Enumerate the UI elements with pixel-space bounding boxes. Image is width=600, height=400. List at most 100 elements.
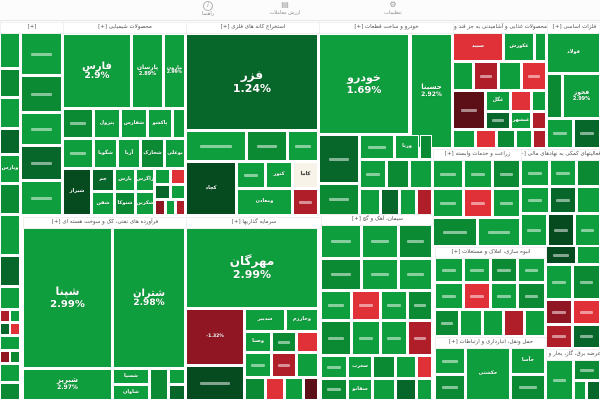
stock-tile[interactable] [408, 291, 432, 320]
stock-tile-کنور[interactable]: کنور [266, 162, 292, 188]
stock-tile-بوعلی[interactable]: بوعلی [165, 139, 185, 168]
stock-tile[interactable] [10, 351, 20, 363]
stock-tile-کچاد[interactable]: کچاد [186, 162, 236, 215]
stock-tile[interactable] [297, 353, 318, 377]
stock-tile[interactable] [550, 160, 576, 186]
stock-tile[interactable] [266, 378, 284, 400]
stock-tile[interactable] [21, 33, 62, 75]
stock-tile[interactable] [10, 323, 20, 335]
stock-tile[interactable] [63, 109, 93, 138]
stock-tile[interactable] [460, 310, 482, 336]
stock-tile[interactable] [521, 187, 549, 213]
stock-tile[interactable] [483, 310, 503, 336]
stock-tile[interactable] [0, 33, 20, 68]
stock-tile[interactable] [293, 189, 318, 215]
stock-tile[interactable] [0, 98, 20, 128]
stock-tile[interactable] [0, 129, 20, 154]
stock-tile-شپنا[interactable]: شپنا 2.99% [23, 228, 112, 368]
stock-tile[interactable] [474, 62, 498, 90]
stock-tile[interactable] [186, 131, 246, 161]
stock-tile[interactable] [272, 332, 296, 352]
stock-tile[interactable] [532, 112, 546, 129]
stock-tile-فزر[interactable]: فزر 1.24% [186, 34, 318, 130]
stock-tile[interactable] [360, 189, 380, 215]
sector-header[interactable]: استخراج کانه های فلزی [+] [186, 22, 320, 34]
stock-tile-پارسان[interactable]: پارسان 2.89% [132, 34, 163, 108]
stock-tile[interactable] [464, 258, 490, 282]
stock-tile[interactable] [352, 321, 380, 355]
stock-tile-ورنا[interactable]: ورنا [395, 135, 419, 159]
sector-header[interactable]: محصولات غذایی و آشامیدنی به جز قند و شکر… [453, 22, 548, 34]
stock-tile-شفن[interactable]: شفن [92, 192, 114, 215]
stock-tile[interactable] [21, 181, 62, 215]
stock-tile[interactable] [573, 265, 600, 299]
stock-tile-شکربن[interactable]: شکربن [136, 192, 154, 215]
stock-tile-پترول[interactable]: پترول [94, 109, 120, 138]
stock-tile[interactable] [574, 381, 586, 400]
stock-tile[interactable] [493, 160, 520, 188]
stock-tile[interactable] [535, 33, 546, 61]
stock-tile[interactable] [360, 160, 386, 188]
stock-tile[interactable] [491, 258, 517, 282]
stock-tile[interactable] [321, 379, 347, 400]
stock-tile[interactable] [0, 287, 20, 309]
stock-tile-وخارزم[interactable]: وخارزم [286, 309, 318, 331]
sector-header[interactable]: حمل ونقل، انبارداری و ارتباطات [+] [435, 337, 547, 349]
stock-tile[interactable] [373, 356, 395, 378]
stock-tile[interactable] [155, 185, 170, 199]
stock-tile-سغرب[interactable]: سغرب [348, 356, 372, 378]
stock-tile[interactable] [435, 310, 459, 336]
stock-tile-شگویا[interactable]: شگویا [94, 139, 117, 168]
stock-tile[interactable] [155, 200, 165, 215]
stock-tile-ومعادن[interactable]: ومعادن [237, 189, 292, 215]
stock-tile[interactable] [21, 113, 62, 145]
stock-tile-شتوکا[interactable]: شتوکا [115, 192, 135, 215]
stock-tile[interactable] [577, 246, 600, 264]
stock-tile-سفانو[interactable]: سفانو [348, 379, 372, 400]
stock-tile[interactable] [486, 112, 510, 129]
stock-tile-پاکشو[interactable]: پاکشو [148, 109, 172, 138]
stock-tile[interactable] [504, 310, 524, 336]
stock-tile[interactable] [297, 332, 318, 352]
stock-tile-خودرو[interactable]: خودرو 1.69% [319, 34, 409, 134]
stock-tile[interactable] [546, 246, 576, 264]
stock-tile-شسپا[interactable]: شسپا [113, 369, 149, 384]
stock-tile[interactable] [387, 160, 409, 188]
stock-tile[interactable] [546, 265, 572, 299]
stock-tile[interactable] [464, 189, 492, 217]
stock-tile[interactable] [435, 375, 465, 400]
stock-tile[interactable] [410, 160, 432, 188]
stock-tile[interactable] [362, 225, 398, 258]
stock-tile[interactable] [245, 353, 271, 377]
stock-tile-غبشهر[interactable]: غبشهر [511, 112, 531, 129]
stock-tile[interactable] [548, 214, 574, 246]
stock-tile[interactable] [518, 258, 545, 282]
stock-tile[interactable] [546, 325, 572, 348]
stock-tile[interactable] [525, 310, 545, 336]
stock-tile[interactable] [321, 259, 361, 290]
stock-tile[interactable] [420, 135, 432, 159]
stock-tile[interactable] [533, 130, 546, 148]
stock-tile[interactable] [396, 356, 416, 378]
stock-tile[interactable] [464, 160, 492, 188]
stock-tile[interactable] [399, 259, 432, 290]
stock-tile[interactable] [521, 214, 547, 246]
stock-tile[interactable] [497, 130, 515, 148]
stock-tile[interactable] [0, 323, 10, 335]
stock-tile-غکورش[interactable]: غکورش [504, 33, 534, 61]
stock-tile[interactable] [176, 200, 185, 215]
stock-tile[interactable] [381, 189, 399, 215]
stock-tile[interactable] [285, 378, 303, 400]
stock-tile[interactable] [304, 378, 318, 400]
toolbar-help-button[interactable]: i راهنما [186, 1, 230, 18]
stock-tile[interactable] [577, 187, 600, 213]
stock-tile-سپید[interactable]: سپید [453, 33, 503, 61]
stock-tile[interactable] [360, 135, 394, 159]
stock-tile[interactable] [373, 379, 395, 400]
stock-tile[interactable] [546, 300, 572, 324]
sector-header[interactable]: زراعت و خدمات وابسته [+] [433, 149, 522, 161]
stock-tile[interactable] [362, 259, 398, 290]
stock-tile[interactable] [321, 321, 351, 355]
sector-header[interactable]: سرمایه گذاریها [+] [186, 217, 322, 229]
sector-header[interactable]: محصولات شیمیایی [+] [63, 22, 187, 34]
